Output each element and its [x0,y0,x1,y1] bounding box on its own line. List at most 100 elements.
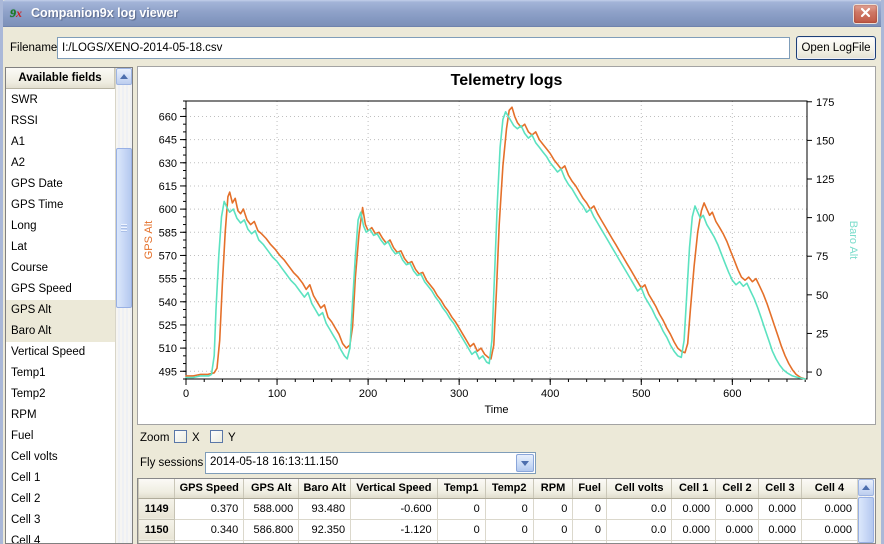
field-item-gps-alt[interactable]: GPS Alt [6,300,115,321]
row-header[interactable]: 1149 [139,498,175,519]
table-cell: 0.000 [801,519,857,540]
field-item-gps-speed[interactable]: GPS Speed [6,279,115,300]
combo-dropdown-button[interactable] [516,454,534,472]
fly-sessions-label: Fly sessions [140,457,203,469]
svg-text:600: 600 [159,204,177,216]
arrow-up-icon [862,485,870,490]
field-item-fuel[interactable]: Fuel [6,426,115,447]
row-header[interactable]: 1150 [139,519,175,540]
fields-scrollbar[interactable] [115,68,132,543]
column-header-cell-3[interactable]: Cell 3 [758,479,801,498]
svg-text:GPS Alt: GPS Alt [143,221,155,260]
table-cell: 0.000 [758,498,801,519]
thumb-grip-icon [121,224,127,232]
table-cell: 0 [533,540,573,544]
titlebar[interactable]: 9x Companion9x log viewer [0,0,884,27]
table-cell: 0 [573,498,607,519]
column-header-cell-2[interactable]: Cell 2 [716,479,759,498]
zoom-y-checkbox[interactable] [210,430,223,443]
column-header-temp1[interactable]: Temp1 [437,479,485,498]
zoom-y-label: Y [228,432,236,444]
log-table-panel: GPS SpeedGPS AltBaro AltVertical SpeedTe… [137,478,876,544]
table-cell: 0.000 [801,540,857,544]
field-item-cell-1[interactable]: Cell 1 [6,468,115,489]
field-item-baro-alt[interactable]: Baro Alt [6,321,115,342]
app-icon: 9x [7,5,25,21]
svg-text:660: 660 [159,111,177,123]
column-header-vertical-speed[interactable]: Vertical Speed [351,479,438,498]
field-item-vertical-speed[interactable]: Vertical Speed [6,342,115,363]
field-item-a2[interactable]: A2 [6,153,115,174]
svg-text:300: 300 [450,388,468,400]
scroll-up-button[interactable] [116,68,132,85]
scrollbar-thumb[interactable] [116,148,132,308]
svg-text:645: 645 [159,135,177,147]
table-cell: -0.600 [351,498,438,519]
svg-text:615: 615 [159,181,177,193]
table-cell: 0.000 [672,519,716,540]
field-item-gps-date[interactable]: GPS Date [6,174,115,195]
field-item-course[interactable]: Course [6,258,115,279]
field-item-long[interactable]: Long [6,216,115,237]
table-cell: 0.000 [716,498,759,519]
table-cell: 0.000 [716,519,759,540]
table-cell: 0.0 [606,540,671,544]
column-header-cell-volts[interactable]: Cell volts [606,479,671,498]
log-table: GPS SpeedGPS AltBaro AltVertical SpeedTe… [138,479,858,544]
table-scrollbar[interactable] [857,479,875,544]
field-item-temp1[interactable]: Temp1 [6,363,115,384]
field-item-cell-3[interactable]: Cell 3 [6,510,115,531]
chart-title: Telemetry logs [138,72,875,90]
corner-header[interactable] [139,479,175,498]
column-header-cell-4[interactable]: Cell 4 [801,479,857,498]
available-fields-list: SWRRSSIA1A2GPS DateGPS TimeLongLatCourse… [6,90,115,544]
svg-text:585: 585 [159,227,177,239]
column-header-cell-1[interactable]: Cell 1 [672,479,716,498]
column-header-temp2[interactable]: Temp2 [485,479,533,498]
field-item-temp2[interactable]: Temp2 [6,384,115,405]
table-scrollbar-thumb[interactable] [858,497,874,543]
filename-input[interactable] [57,37,790,59]
zoom-label: Zoom [140,432,169,444]
column-header-gps-speed[interactable]: GPS Speed [175,479,244,498]
svg-text:495: 495 [159,366,177,378]
table-cell: 0.0 [606,519,671,540]
svg-text:Baro Alt: Baro Alt [847,221,859,260]
telemetry-chart: 4955105255405555705856006156306456600100… [138,93,875,428]
svg-text:600: 600 [723,388,741,400]
close-button[interactable] [853,4,878,24]
table-cell: 0 [485,498,533,519]
table-scroll-up-button[interactable] [858,479,874,496]
column-header-baro-alt[interactable]: Baro Alt [299,479,351,498]
fly-sessions-combobox[interactable]: 2014-05-18 16:13:11.150 [205,452,536,474]
field-item-gps-time[interactable]: GPS Time [6,195,115,216]
svg-text:630: 630 [159,158,177,170]
field-item-lat[interactable]: Lat [6,237,115,258]
table-cell: 0 [573,519,607,540]
field-item-rpm[interactable]: RPM [6,405,115,426]
field-item-cell-volts[interactable]: Cell volts [6,447,115,468]
field-item-swr[interactable]: SWR [6,90,115,111]
svg-text:0: 0 [183,388,189,400]
field-item-cell-4[interactable]: Cell 4 [6,531,115,544]
svg-text:150: 150 [816,135,834,147]
table-cell: 91.680 [299,540,351,544]
svg-text:25: 25 [816,328,828,340]
table-cell: 0.000 [672,498,716,519]
zoom-x-label: X [192,432,200,444]
table-cell: 585.600 [244,540,299,544]
column-header-gps-alt[interactable]: GPS Alt [244,479,299,498]
field-item-rssi[interactable]: RSSI [6,111,115,132]
field-item-a1[interactable]: A1 [6,132,115,153]
table-cell: 0.000 [672,540,716,544]
column-header-fuel[interactable]: Fuel [573,479,607,498]
available-fields-panel: Available fields SWRRSSIA1A2GPS DateGPS … [5,67,133,544]
column-header-rpm[interactable]: RPM [533,479,573,498]
table-cell: 586.800 [244,519,299,540]
field-item-cell-2[interactable]: Cell 2 [6,489,115,510]
table-cell: -1.120 [351,519,438,540]
open-logfile-button[interactable]: Open LogFile [796,36,876,60]
table-cell: 588.000 [244,498,299,519]
zoom-x-checkbox[interactable] [174,430,187,443]
row-header[interactable]: 1151 [139,540,175,544]
